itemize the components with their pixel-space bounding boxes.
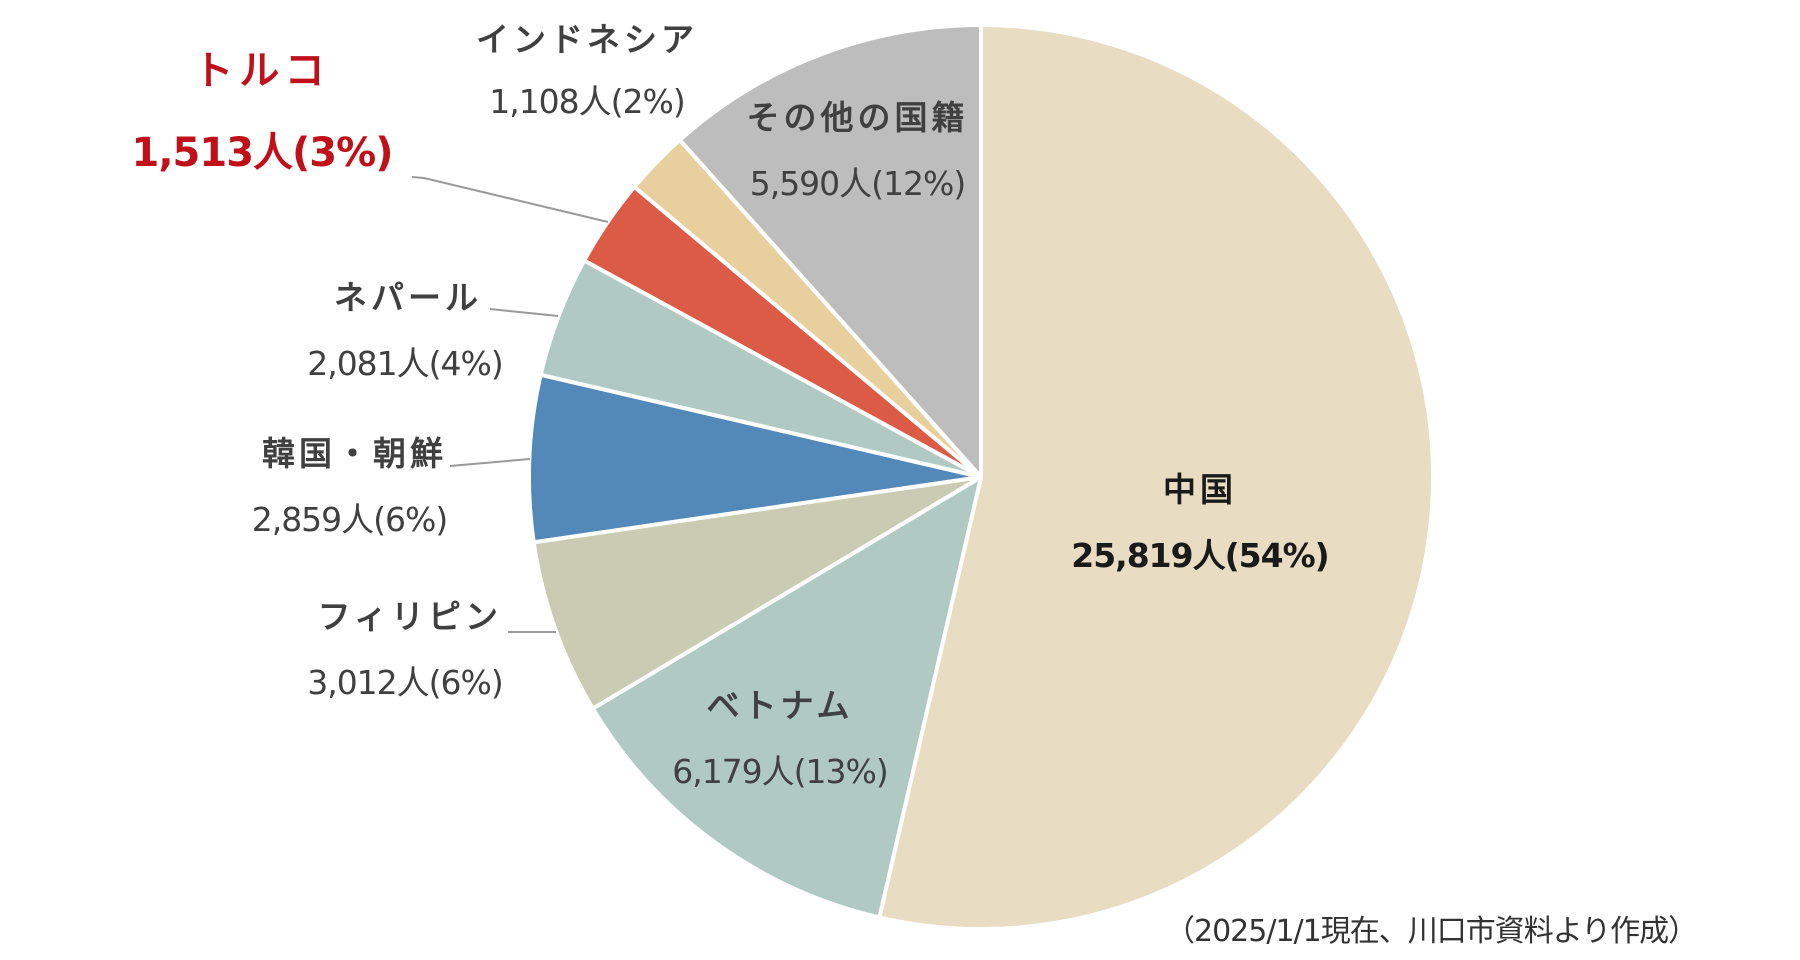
label-vietnam: ベトナム 6,179人(13%) xyxy=(655,686,905,792)
label-china-name: 中国 xyxy=(1163,470,1237,509)
label-indonesia-name: インドネシア xyxy=(476,20,698,59)
pie-slice-others xyxy=(677,23,983,479)
label-turkey-name: トルコ xyxy=(193,48,331,94)
pie-slice-vietnam xyxy=(590,475,983,920)
label-others-name: その他の国籍 xyxy=(746,98,969,137)
pie-slice-philippines xyxy=(531,475,983,711)
label-indonesia: インドネシア 1,108人(2%) xyxy=(462,20,712,122)
label-nepal: ネパール 2,081人(4%) xyxy=(290,278,520,384)
label-philippines-value: 3,012人(6%) xyxy=(307,663,504,702)
label-others-value: 5,590人(12%) xyxy=(749,164,967,203)
source-note: （2025/1/1現在、川口市資料より作成） xyxy=(1165,914,1698,949)
label-vietnam-value: 6,179人(13%) xyxy=(672,752,889,791)
leader-line-korea xyxy=(449,458,531,467)
label-korea-name: 韓国・朝鮮 xyxy=(262,434,447,473)
label-korea-value: 2,859人(6%) xyxy=(251,500,449,539)
label-indonesia-value: 1,108人(2%) xyxy=(489,82,686,121)
label-china: 中国 25,819人(54%) xyxy=(1060,470,1340,576)
label-vietnam-name: ベトナム xyxy=(706,686,854,725)
label-nepal-name: ネパール xyxy=(334,278,482,317)
pie-slice-china xyxy=(877,23,1436,931)
leader-lines xyxy=(411,176,609,633)
leader-line-nepal xyxy=(489,308,559,317)
label-philippines-name: フィリピン xyxy=(317,597,502,636)
label-philippines: フィリピン 3,012人(6%) xyxy=(290,597,520,703)
label-china-value: 25,819人(54%) xyxy=(1071,536,1330,575)
pie-slices xyxy=(527,23,1436,931)
label-others: その他の国籍 5,590人(12%) xyxy=(730,98,985,204)
label-nepal-value: 2,081人(4%) xyxy=(307,344,504,383)
label-turkey-value: 1,513人(3%) xyxy=(131,130,394,176)
label-turkey: トルコ 1,513人(3%) xyxy=(112,48,412,176)
label-korea: 韓国・朝鮮 2,859人(6%) xyxy=(232,434,467,540)
leader-line-turkey xyxy=(411,176,609,223)
